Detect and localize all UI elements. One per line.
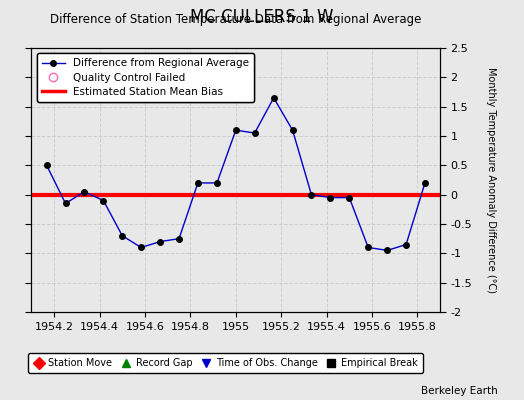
Legend: Difference from Regional Average, Quality Control Failed, Estimated Station Mean: Difference from Regional Average, Qualit… (37, 53, 254, 102)
Y-axis label: Monthly Temperature Anomaly Difference (°C): Monthly Temperature Anomaly Difference (… (486, 67, 496, 293)
Text: Berkeley Earth: Berkeley Earth (421, 386, 498, 396)
Title: Difference of Station Temperature Data from Regional Average: Difference of Station Temperature Data f… (50, 13, 421, 26)
Text: MC CULLERS 1 W: MC CULLERS 1 W (190, 8, 334, 26)
Legend: Station Move, Record Gap, Time of Obs. Change, Empirical Break: Station Move, Record Gap, Time of Obs. C… (28, 354, 422, 373)
